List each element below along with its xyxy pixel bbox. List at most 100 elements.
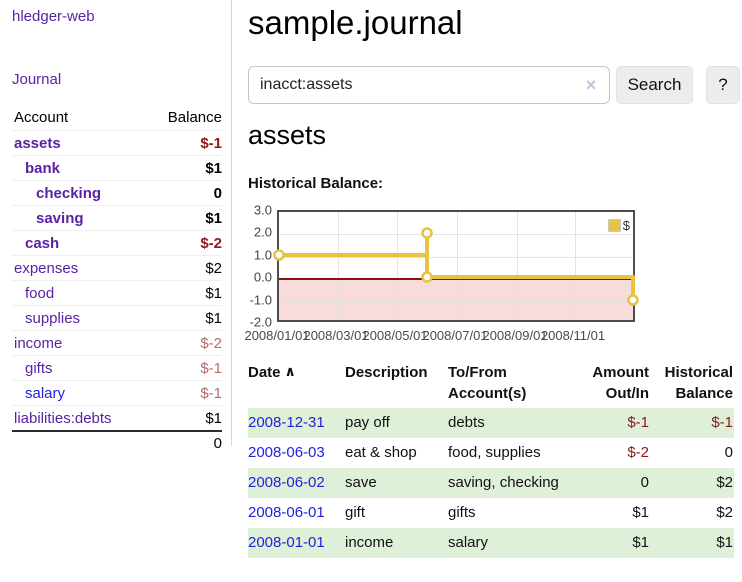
balance-header-line2: Balance — [675, 385, 733, 402]
accounts-total: 0 — [213, 435, 222, 452]
account-link-saving[interactable]: saving — [36, 209, 84, 227]
account-row: bank $1 — [12, 155, 222, 180]
account-balance: $-2 — [200, 234, 222, 252]
transaction-row: 2008-12-31 pay off debts $-1 $-1 — [248, 408, 734, 438]
gridline — [279, 302, 633, 303]
transaction-accounts: gifts — [448, 504, 476, 521]
accounts-header-line2: Account(s) — [448, 385, 527, 402]
legend-swatch-icon — [606, 218, 622, 233]
account-link-assets[interactable]: assets — [14, 134, 61, 152]
transaction-balance: $2 — [716, 504, 733, 521]
transaction-date-link[interactable]: 2008-06-01 — [248, 504, 325, 521]
accounts-column-header: To/From Account(s) — [448, 360, 563, 408]
transaction-amount: $-2 — [627, 444, 649, 461]
account-heading: assets — [248, 120, 327, 150]
x-tick: 2008/03/01 — [303, 328, 369, 343]
account-column-header: Account — [14, 108, 69, 126]
transaction-date-link[interactable]: 2008-06-02 — [248, 474, 325, 491]
gridline — [575, 212, 576, 320]
accounts-header-line1: To/From — [448, 364, 507, 381]
sidebar: hledger-web Journal Account Balance asse… — [0, 0, 232, 452]
y-tick: 1.0 — [253, 247, 272, 263]
x-tick: 2008/11/01 — [540, 328, 606, 343]
accounts-table-header: Account Balance — [12, 104, 222, 130]
accounts-table: Account Balance assets $-1 bank $1 check… — [12, 104, 222, 455]
transaction-accounts: saving, checking — [448, 474, 559, 491]
historical-balance-chart: 3.0 2.0 1.0 0.0 -1.0 -2.0 — [244, 202, 742, 350]
x-tick: 2008/07/01 — [422, 328, 488, 343]
transaction-balance: 0 — [724, 444, 733, 461]
account-row: liabilities:debts $1 — [12, 405, 222, 430]
sidebar-item-journal[interactable]: Journal — [12, 71, 62, 88]
account-link-food[interactable]: food — [25, 284, 55, 302]
transaction-date-link[interactable]: 2008-01-01 — [248, 534, 325, 551]
account-link-cash[interactable]: cash — [25, 234, 60, 252]
account-balance: $1 — [205, 159, 222, 177]
gridline — [397, 212, 398, 320]
account-balance: $-1 — [200, 359, 222, 377]
amount-column-header: Amount Out/In — [563, 360, 650, 408]
y-tick: 3.0 — [253, 202, 272, 218]
account-link-income[interactable]: income — [14, 334, 63, 352]
chart-title: Historical Balance: — [248, 175, 384, 192]
register-header-row: Date ∧ Description To/From Account(s) Amo… — [248, 360, 734, 408]
transaction-amount: $1 — [632, 534, 649, 551]
app-title-link[interactable]: hledger-web — [12, 8, 95, 25]
plot-area: $ — [273, 210, 639, 322]
gridline — [457, 212, 458, 320]
amount-header-line1: Amount — [592, 364, 649, 381]
account-link-liabilities-debts[interactable]: liabilities:debts — [14, 409, 112, 427]
account-link-supplies[interactable]: supplies — [25, 309, 81, 327]
gridline — [279, 257, 633, 258]
transaction-accounts: food, supplies — [448, 444, 541, 461]
legend: $ — [606, 218, 630, 233]
description-column-header: Description — [345, 364, 428, 381]
balance-column-header: Balance — [167, 108, 222, 126]
account-row: gifts $-1 — [12, 355, 222, 380]
account-balance: $1 — [205, 409, 222, 427]
account-link-gifts[interactable]: gifts — [25, 359, 53, 377]
transaction-date-link[interactable]: 2008-06-03 — [248, 444, 325, 461]
search-button[interactable]: Search — [616, 66, 693, 104]
account-balance: $-2 — [200, 334, 222, 352]
balance-series — [273, 227, 639, 306]
balance-column-header: Historical Balance — [650, 360, 734, 408]
account-balance: 0 — [213, 184, 222, 202]
account-balance: $2 — [205, 259, 222, 277]
transaction-date-link[interactable]: 2008-12-31 — [248, 414, 325, 431]
account-row: expenses $2 — [12, 255, 222, 280]
account-row: saving $1 — [12, 205, 222, 230]
account-link-expenses[interactable]: expenses — [14, 259, 79, 277]
transaction-description: income — [345, 534, 394, 551]
account-link-bank[interactable]: bank — [25, 159, 61, 177]
page-title: sample.journal — [248, 4, 463, 41]
account-link-salary[interactable]: salary — [25, 384, 66, 402]
account-row: supplies $1 — [12, 305, 222, 330]
transaction-balance: $2 — [716, 474, 733, 491]
x-tick: 2008/01/01 — [244, 328, 310, 343]
account-link-checking[interactable]: checking — [36, 184, 102, 202]
transaction-row: 2008-06-02 save saving, checking 0 $2 — [248, 468, 734, 498]
balance-header-line1: Historical — [664, 364, 733, 381]
account-row: cash $-2 — [12, 230, 222, 255]
gridline — [279, 234, 633, 235]
transaction-accounts: debts — [448, 414, 485, 431]
main-content: sample.journal × Search ? assets Histori… — [244, 0, 742, 582]
date-column-header[interactable]: Date ∧ — [248, 360, 345, 408]
account-balance: $1 — [205, 209, 222, 227]
sort-ascending-icon: ∧ — [284, 363, 296, 379]
transaction-description: pay off — [345, 414, 390, 431]
amount-header-line2: Out/In — [605, 385, 649, 402]
transaction-row: 2008-06-01 gift gifts $1 $2 — [248, 498, 734, 528]
x-tick: 2008/09/01 — [482, 328, 548, 343]
y-tick: -2.0 — [249, 314, 272, 330]
account-balance: $1 — [205, 309, 222, 327]
account-row: assets $-1 — [12, 130, 222, 155]
search-input[interactable] — [249, 67, 609, 103]
register-table: Date ∧ Description To/From Account(s) Amo… — [248, 360, 734, 558]
help-button[interactable]: ? — [706, 66, 740, 104]
transaction-description: eat & shop — [345, 444, 417, 461]
legend-label: $ — [622, 218, 630, 233]
clear-search-icon[interactable]: × — [585, 75, 597, 95]
transaction-balance: $-1 — [711, 414, 733, 431]
